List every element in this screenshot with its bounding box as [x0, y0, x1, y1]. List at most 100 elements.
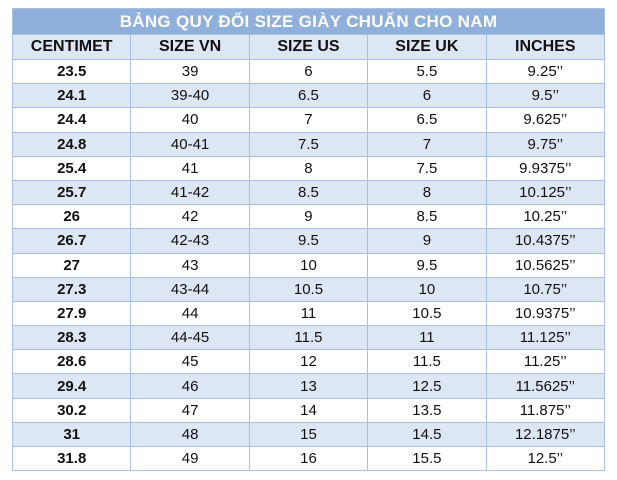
table-row: 30.2 47 14 13.5 11.875’’ — [11, 397, 606, 423]
table-cell: 12.1875’’ — [485, 421, 606, 448]
table-cell: 10.125’’ — [485, 179, 606, 206]
table-cell: 26 — [11, 204, 132, 230]
table-cell: 11 — [248, 300, 369, 327]
table-cell: 27.3 — [11, 276, 132, 302]
table-cell: 11.25’’ — [485, 349, 606, 375]
table-row: 24.4 40 7 6.5 9.625’’ — [11, 107, 606, 133]
table-cell: 45 — [130, 349, 250, 375]
table-cell: 7 — [248, 107, 369, 133]
column-header: INCHES — [485, 34, 606, 60]
table-cell: 24.4 — [11, 107, 132, 133]
table-cell: 43-44 — [130, 276, 250, 302]
table-cell: 9.625’’ — [485, 107, 606, 133]
table-cell: 42-43 — [130, 228, 250, 254]
table-cell: 11.5 — [367, 349, 487, 375]
table-row: 27.9 44 11 10.5 10.9375’’ — [11, 300, 606, 327]
table-cell: 26.7 — [11, 228, 132, 254]
table-cell: 40-41 — [130, 131, 250, 157]
table-row: 24.1 39-40 6.5 6 9.5’’ — [11, 83, 606, 109]
table-cell: 11.5625’’ — [485, 373, 606, 399]
table-cell: 14 — [248, 397, 369, 423]
table-row: 27 43 10 9.5 10.5625’’ — [11, 252, 606, 278]
table-cell: 48 — [130, 421, 250, 448]
table-cell: 10 — [248, 252, 369, 278]
size-table: BẢNG QUY ĐỔI SIZE GIÀY CHUẨN CHO NAM CEN… — [11, 8, 606, 472]
table-cell: 40 — [130, 107, 250, 133]
table-cell: 6 — [367, 83, 487, 109]
table-cell: 13 — [248, 373, 369, 399]
table-cell: 12.5’’ — [485, 445, 606, 472]
table-cell: 41 — [130, 155, 250, 181]
table-title: BẢNG QUY ĐỔI SIZE GIÀY CHUẨN CHO NAM — [12, 8, 605, 35]
table-cell: 6 — [248, 58, 369, 85]
table-cell: 10.9375’’ — [485, 300, 606, 327]
table-cell: 24.1 — [11, 83, 132, 109]
table-cell: 15 — [248, 421, 369, 448]
table-row: 31.8 49 16 15.5 12.5’’ — [11, 445, 606, 472]
table-row: 24.8 40-41 7.5 7 9.75’’ — [11, 131, 606, 157]
table-cell: 14.5 — [367, 421, 487, 448]
table-cell: 43 — [130, 252, 250, 278]
table-row: 25.4 41 8 7.5 9.9375’’ — [11, 155, 606, 181]
table-cell: 11.125’’ — [485, 325, 606, 351]
table-cell: 12 — [248, 349, 369, 375]
table-cell: 11.5 — [248, 325, 369, 351]
table-cell: 28.6 — [11, 349, 132, 375]
table-cell: 23.5 — [11, 58, 132, 85]
table-cell: 7.5 — [367, 155, 487, 181]
table-cell: 44 — [130, 300, 250, 327]
table-cell: 39 — [130, 58, 250, 85]
table-row: 27.3 43-44 10.5 10 10.75’’ — [11, 276, 606, 302]
table-cell: 7.5 — [248, 131, 369, 157]
table-cell: 25.7 — [11, 179, 132, 206]
table-cell: 28.3 — [11, 325, 132, 351]
table-row: 28.6 45 12 11.5 11.25’’ — [11, 349, 606, 375]
table-cell: 27.9 — [11, 300, 132, 327]
column-header: SIZE UK — [367, 34, 487, 60]
table-cell: 49 — [130, 445, 250, 472]
table-cell: 5.5 — [367, 58, 487, 85]
table-cell: 8 — [248, 155, 369, 181]
table-cell: 10.5625’’ — [485, 252, 606, 278]
table-cell: 9.5 — [248, 228, 369, 254]
table-cell: 24.8 — [11, 131, 132, 157]
table-cell: 44-45 — [130, 325, 250, 351]
table-row: 25.7 41-42 8.5 8 10.125’’ — [11, 179, 606, 206]
table-cell: 6.5 — [367, 107, 487, 133]
table-row: 28.3 44-45 11.5 11 11.125’’ — [11, 325, 606, 351]
table-cell: 6.5 — [248, 83, 369, 109]
table-container: BẢNG QUY ĐỔI SIZE GIÀY CHUẨN CHO NAM CEN… — [11, 8, 606, 472]
table-cell: 10.25’’ — [485, 204, 606, 230]
table-cell: 47 — [130, 397, 250, 423]
table-cell: 31.8 — [11, 445, 132, 472]
table-cell: 16 — [248, 445, 369, 472]
table-cell: 9.9375’’ — [485, 155, 606, 181]
table-cell: 29.4 — [11, 373, 132, 399]
table-cell: 15.5 — [367, 445, 487, 472]
table-row: 26.7 42-43 9.5 9 10.4375’’ — [11, 228, 606, 254]
table-cell: 12.5 — [367, 373, 487, 399]
table-cell: 10.4375’’ — [485, 228, 606, 254]
table-cell: 41-42 — [130, 179, 250, 206]
table-cell: 10 — [367, 276, 487, 302]
table-cell: 9 — [248, 204, 369, 230]
table-cell: 9.5’’ — [485, 83, 606, 109]
table-row: 31 48 15 14.5 12.1875’’ — [11, 421, 606, 448]
table-cell: 8.5 — [367, 204, 487, 230]
table-cell: 11.875’’ — [485, 397, 606, 423]
table-row: 29.4 46 13 12.5 11.5625’’ — [11, 373, 606, 399]
column-header: CENTIMET — [11, 34, 132, 60]
column-header: SIZE VN — [130, 34, 250, 60]
table-cell: 10.5 — [248, 276, 369, 302]
table-cell: 27 — [11, 252, 132, 278]
table-row: 23.5 39 6 5.5 9.25’’ — [11, 58, 606, 85]
table-cell: 46 — [130, 373, 250, 399]
table-cell: 10.5 — [367, 300, 487, 327]
table-cell: 39-40 — [130, 83, 250, 109]
table-cell: 7 — [367, 131, 487, 157]
table-cell: 10.75’’ — [485, 276, 606, 302]
table-cell: 9 — [367, 228, 487, 254]
table-row: 26 42 9 8.5 10.25’’ — [11, 204, 606, 230]
table-cell: 25.4 — [11, 155, 132, 181]
